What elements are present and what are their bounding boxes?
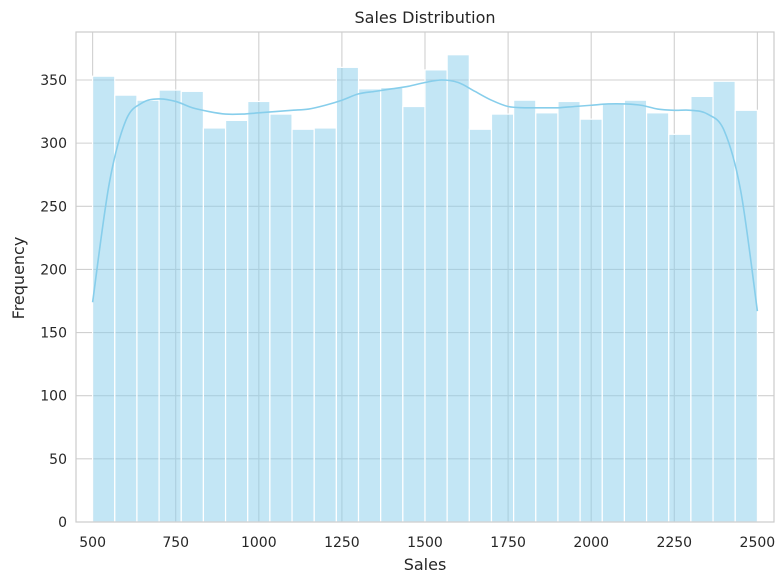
- axes-border: [75, 31, 775, 523]
- histogram-bars: [92, 54, 758, 523]
- histogram-bar: [92, 75, 116, 523]
- x-tick-label: 750: [162, 535, 189, 551]
- y-tick-label: 250: [40, 199, 67, 215]
- x-tick-label: 1750: [490, 535, 526, 551]
- kde-curve: [91, 79, 759, 312]
- y-tick-labels: 0 50 100 150 200 250 300 350: [40, 73, 67, 531]
- x-tick-label: 1250: [324, 535, 360, 551]
- histogram-bar: [158, 89, 182, 523]
- histogram-bar: [623, 99, 648, 523]
- histogram-bar: [313, 127, 337, 523]
- histogram-bar: [446, 54, 470, 523]
- x-tick-label: 500: [79, 535, 106, 551]
- histogram-bar: [490, 113, 515, 523]
- kde-line: [91, 79, 759, 312]
- histogram-bar: [535, 112, 559, 523]
- axes-frame: [75, 31, 775, 523]
- histogram-bar: [712, 80, 736, 523]
- histogram-bar: [690, 95, 714, 523]
- histogram-bar: [557, 100, 581, 523]
- y-tick-label: 50: [49, 452, 67, 468]
- histogram-bar: [468, 128, 493, 523]
- histogram-bar: [513, 99, 537, 523]
- histogram-bar: [380, 86, 404, 523]
- histogram-bar: [202, 127, 227, 523]
- histogram-bar: [579, 118, 603, 523]
- y-axis-title: Frequency: [9, 237, 28, 320]
- x-tick-label: 2500: [740, 535, 776, 551]
- y-tick-label: 350: [40, 73, 67, 89]
- x-tick-label: 2000: [573, 535, 609, 551]
- x-axis-title: Sales: [404, 555, 447, 574]
- x-tick-label: 1500: [407, 535, 443, 551]
- histogram-bar: [335, 66, 360, 523]
- histogram-bar: [180, 90, 205, 523]
- y-tick-label: 100: [40, 389, 67, 405]
- histogram-bar: [424, 69, 448, 523]
- histogram-bar: [291, 128, 315, 523]
- histogram-bar: [601, 103, 626, 523]
- histogram-bar: [357, 88, 382, 523]
- x-tick-label: 2250: [656, 535, 692, 551]
- histogram-bar: [269, 113, 293, 523]
- histogram-bar: [645, 112, 670, 523]
- histogram-bar: [247, 100, 271, 523]
- chart-title: Sales Distribution: [354, 8, 495, 27]
- histogram-bar: [224, 119, 249, 523]
- histogram-bar: [668, 133, 692, 523]
- y-tick-label: 0: [58, 515, 67, 531]
- histogram-bar: [136, 99, 160, 523]
- x-tick-labels: 500 750 1000 1250 1500 1750 2000 2250 2500: [79, 535, 775, 551]
- histogram-bar: [734, 109, 758, 523]
- y-tick-label: 300: [40, 136, 67, 152]
- histogram-bar: [402, 105, 426, 523]
- histogram-bar: [114, 94, 138, 523]
- y-tick-label: 200: [40, 262, 67, 278]
- x-tick-label: 1000: [241, 535, 277, 551]
- y-tick-label: 150: [40, 326, 67, 342]
